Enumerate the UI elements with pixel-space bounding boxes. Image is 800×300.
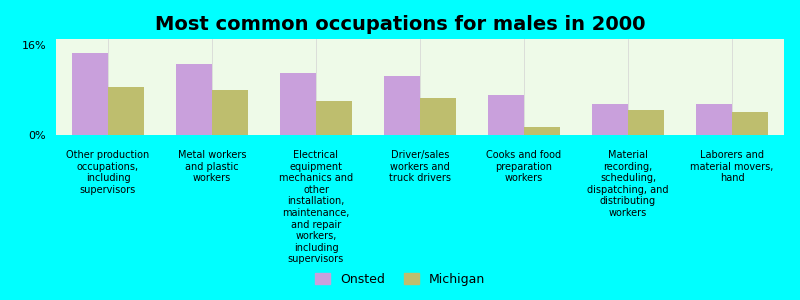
Bar: [592, 104, 628, 135]
Bar: [212, 90, 248, 135]
Bar: [280, 73, 316, 135]
Bar: [316, 101, 352, 135]
Text: Metal workers
and plastic
workers: Metal workers and plastic workers: [178, 150, 246, 183]
Legend: Onsted, Michigan: Onsted, Michigan: [310, 268, 490, 291]
Text: Electrical
equipment
mechanics and
other
installation,
maintenance,
and repair
w: Electrical equipment mechanics and other…: [279, 150, 353, 264]
Bar: [488, 95, 524, 135]
Bar: [108, 87, 145, 135]
Bar: [176, 64, 212, 135]
Bar: [696, 104, 732, 135]
Text: Other production
occupations,
including
supervisors: Other production occupations, including …: [66, 150, 150, 195]
Bar: [628, 110, 664, 135]
Bar: [72, 53, 108, 135]
Text: Material
recording,
scheduling,
dispatching, and
distributing
workers: Material recording, scheduling, dispatch…: [587, 150, 669, 218]
Text: Driver/sales
workers and
truck drivers: Driver/sales workers and truck drivers: [389, 150, 451, 183]
Bar: [384, 76, 420, 135]
Text: Cooks and food
preparation
workers: Cooks and food preparation workers: [486, 150, 562, 183]
Text: Most common occupations for males in 2000: Most common occupations for males in 200…: [154, 15, 646, 34]
Text: Laborers and
material movers,
hand: Laborers and material movers, hand: [690, 150, 774, 183]
Bar: [524, 127, 560, 135]
Bar: [420, 98, 456, 135]
Bar: [732, 112, 768, 135]
